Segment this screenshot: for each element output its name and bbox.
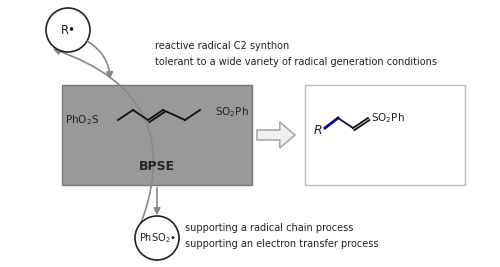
Bar xyxy=(305,85,465,185)
Text: SO$_2$Ph: SO$_2$Ph xyxy=(215,105,249,119)
Polygon shape xyxy=(257,122,295,148)
Text: SO$_2$Ph: SO$_2$Ph xyxy=(371,111,405,125)
Text: R: R xyxy=(314,124,322,136)
FancyArrowPatch shape xyxy=(88,41,112,77)
Text: tolerant to a wide variety of radical generation conditions: tolerant to a wide variety of radical ge… xyxy=(155,57,437,67)
Bar xyxy=(62,85,252,185)
Text: reactive radical C2 synthon: reactive radical C2 synthon xyxy=(155,41,289,51)
Text: PhO$_2$S: PhO$_2$S xyxy=(65,113,99,127)
FancyArrowPatch shape xyxy=(54,49,154,235)
Text: supporting a radical chain process: supporting a radical chain process xyxy=(185,223,354,233)
Text: R•: R• xyxy=(60,23,76,37)
Text: PhSO$_2$•: PhSO$_2$• xyxy=(138,231,175,245)
Circle shape xyxy=(135,216,179,260)
FancyArrowPatch shape xyxy=(154,188,160,213)
Text: BPSE: BPSE xyxy=(139,160,175,174)
Text: supporting an electron transfer process: supporting an electron transfer process xyxy=(185,239,378,249)
Circle shape xyxy=(46,8,90,52)
